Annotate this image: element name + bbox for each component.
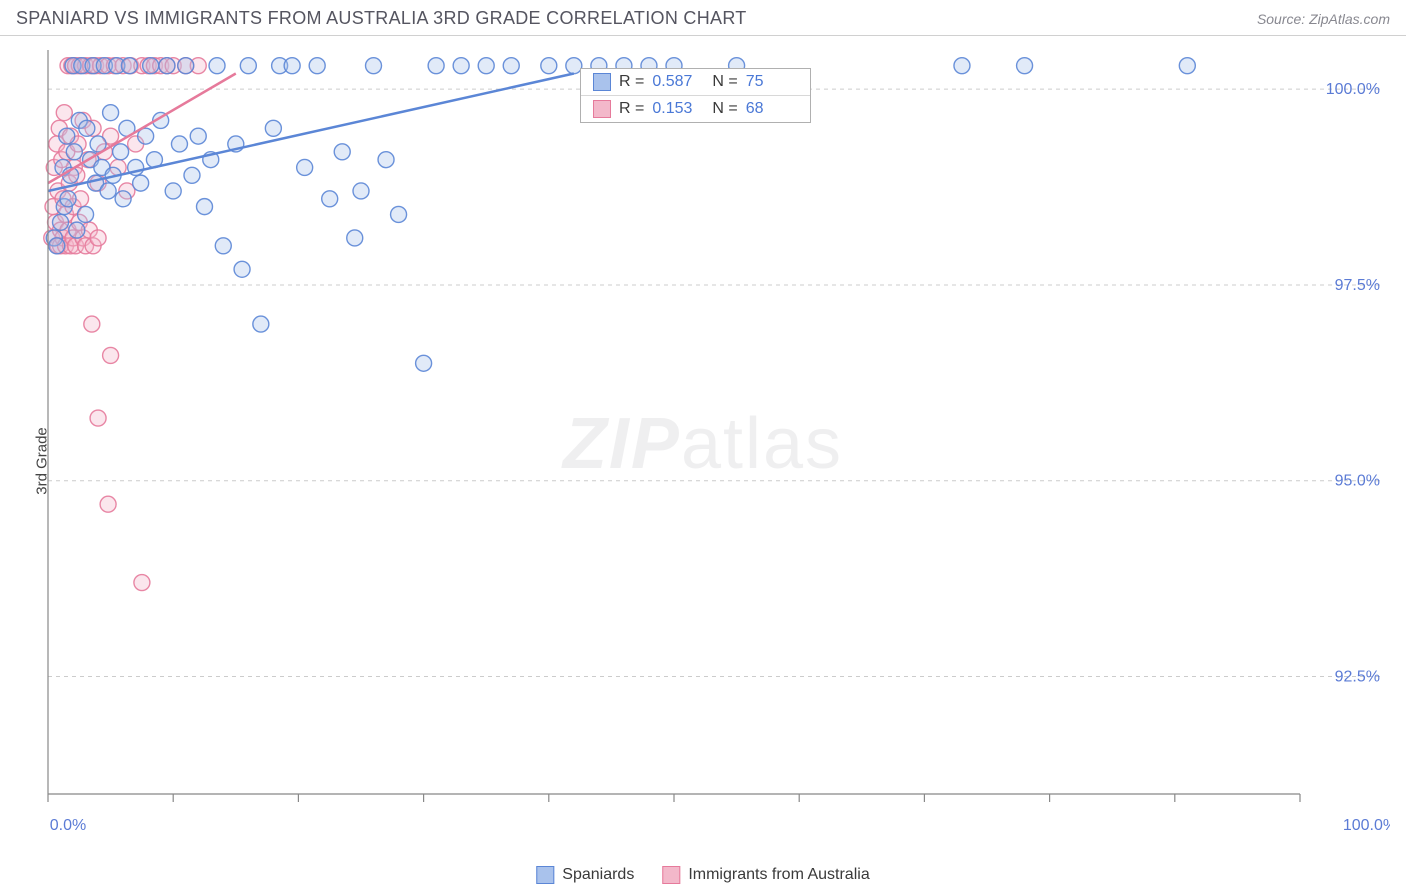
chart-title: SPANIARD VS IMMIGRANTS FROM AUSTRALIA 3R… xyxy=(16,8,747,29)
scatter-point xyxy=(79,120,95,136)
scatter-point xyxy=(78,206,94,222)
scatter-point xyxy=(59,128,75,144)
scatter-point xyxy=(190,128,206,144)
r-label: R = xyxy=(619,100,644,118)
scatter-point xyxy=(49,238,65,254)
r-value: 0.587 xyxy=(652,73,704,91)
scatter-point xyxy=(115,191,131,207)
scatter-point xyxy=(66,144,82,160)
scatter-point xyxy=(178,58,194,74)
n-label: N = xyxy=(712,73,737,91)
scatter-point xyxy=(453,58,469,74)
scatter-point xyxy=(143,58,159,74)
scatter-point xyxy=(60,191,76,207)
scatter-point xyxy=(428,58,444,74)
scatter-point xyxy=(53,214,69,230)
scatter-point xyxy=(184,167,200,183)
scatter-point xyxy=(416,355,432,371)
legend-swatch xyxy=(593,73,611,91)
scatter-point xyxy=(90,230,106,246)
scatter-point xyxy=(240,58,256,74)
r-label: R = xyxy=(619,73,644,91)
scatter-point xyxy=(234,261,250,277)
scatter-point xyxy=(197,199,213,215)
stats-legend-row: R = 0.153 N = 68 xyxy=(581,95,810,122)
scatter-point xyxy=(121,58,137,74)
legend-item: Spaniards xyxy=(536,866,634,884)
legend-label: Immigrants from Australia xyxy=(688,866,869,884)
svg-text:100.0%: 100.0% xyxy=(1326,81,1380,98)
scatter-point xyxy=(165,183,181,199)
scatter-point xyxy=(103,105,119,121)
scatter-point xyxy=(347,230,363,246)
chart-area: 3rd Grade ZIPatlas 92.5%95.0%97.5%100.0%… xyxy=(0,36,1406,886)
scatter-point xyxy=(353,183,369,199)
svg-text:0.0%: 0.0% xyxy=(50,817,86,834)
chart-header: SPANIARD VS IMMIGRANTS FROM AUSTRALIA 3R… xyxy=(0,0,1406,36)
svg-text:92.5%: 92.5% xyxy=(1335,669,1380,686)
scatter-point xyxy=(334,144,350,160)
scatter-point xyxy=(113,144,129,160)
legend-swatch xyxy=(536,866,554,884)
stats-legend-row: R = 0.587 N = 75 xyxy=(581,69,810,95)
scatter-point xyxy=(265,120,281,136)
scatter-point xyxy=(391,206,407,222)
scatter-point xyxy=(159,58,175,74)
n-label: N = xyxy=(712,100,737,118)
scatter-point xyxy=(954,58,970,74)
scatter-point xyxy=(253,316,269,332)
n-value: 68 xyxy=(746,100,798,118)
chart-source: Source: ZipAtlas.com xyxy=(1257,11,1390,27)
scatter-point xyxy=(284,58,300,74)
legend-item: Immigrants from Australia xyxy=(662,866,869,884)
scatter-point xyxy=(134,575,150,591)
scatter-point xyxy=(69,222,85,238)
scatter-point xyxy=(100,496,116,512)
stats-legend: R = 0.587 N = 75 R = 0.153 N = 68 xyxy=(580,68,811,123)
scatter-point xyxy=(133,175,149,191)
scatter-point xyxy=(84,316,100,332)
scatter-point xyxy=(215,238,231,254)
scatter-plot: 92.5% 95.0% 97.5% 100.0% 0.0% 100.0% xyxy=(40,44,1390,844)
scatter-point xyxy=(1179,58,1195,74)
scatter-point xyxy=(209,58,225,74)
scatter-point xyxy=(1017,58,1033,74)
legend-swatch xyxy=(593,100,611,118)
scatter-point xyxy=(503,58,519,74)
scatter-point xyxy=(378,152,394,168)
scatter-point xyxy=(541,58,557,74)
svg-text:97.5%: 97.5% xyxy=(1335,277,1380,294)
scatter-point xyxy=(100,183,116,199)
svg-text:95.0%: 95.0% xyxy=(1335,473,1380,490)
r-value: 0.153 xyxy=(652,100,704,118)
scatter-point xyxy=(322,191,338,207)
scatter-point xyxy=(309,58,325,74)
scatter-point xyxy=(103,347,119,363)
scatter-point xyxy=(171,136,187,152)
svg-text:100.0%: 100.0% xyxy=(1343,817,1390,834)
series-legend: Spaniards Immigrants from Australia xyxy=(536,866,869,884)
scatter-point xyxy=(90,410,106,426)
legend-label: Spaniards xyxy=(562,866,634,884)
legend-swatch xyxy=(662,866,680,884)
n-value: 75 xyxy=(746,73,798,91)
scatter-point xyxy=(366,58,382,74)
scatter-point xyxy=(478,58,494,74)
scatter-point xyxy=(297,159,313,175)
scatter-point xyxy=(56,105,72,121)
